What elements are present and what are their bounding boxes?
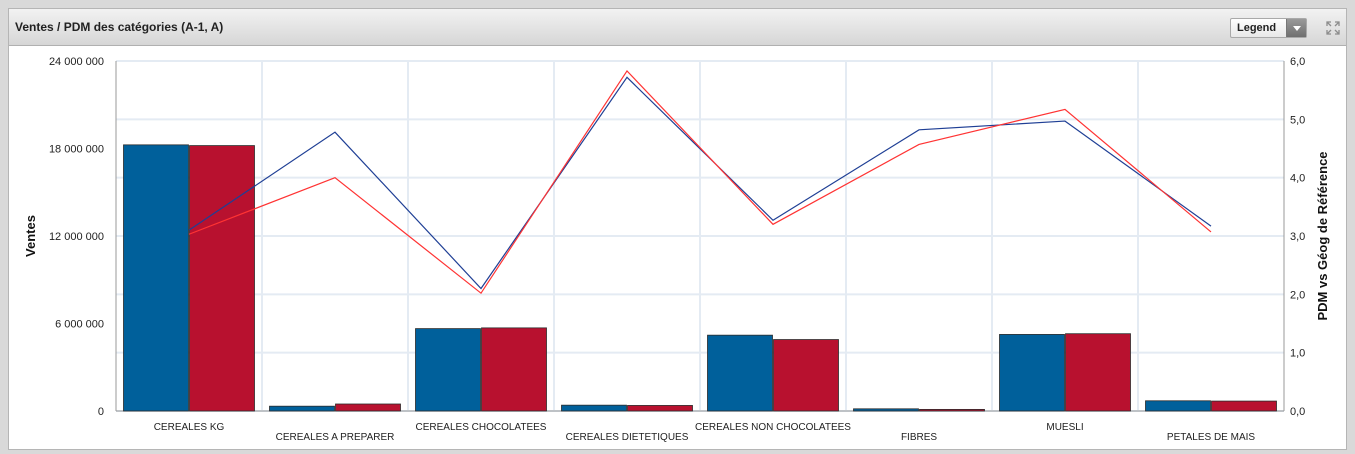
bar [481, 327, 547, 412]
bar [1211, 400, 1277, 412]
expand-icon[interactable] [1326, 21, 1340, 35]
bar [123, 144, 189, 412]
series-line [188, 76, 1212, 290]
bar [1145, 400, 1211, 412]
legend-dropdown-label: Legend [1237, 22, 1277, 34]
panel-title: Ventes / PDM des catégories (A-1, A) [15, 20, 224, 34]
y-tick-label: 0 [98, 406, 104, 418]
bar [269, 405, 335, 412]
bar [999, 334, 1065, 412]
chevron-down-icon[interactable] [1286, 19, 1306, 37]
x-tick-label: CEREALES KG [154, 422, 225, 433]
y-tick-label: 18 000 000 [49, 144, 104, 156]
bar [189, 145, 255, 412]
y-axis-title: Ventes [23, 215, 38, 257]
bar [627, 405, 693, 412]
bar [1065, 333, 1131, 412]
y-tick-label: 12 000 000 [49, 231, 104, 243]
x-tick-label: CEREALES CHOCOLATEES [416, 422, 547, 433]
y2-axis-title: PDM vs Géog de Référence [1315, 151, 1330, 320]
chart-panel: Ventes / PDM des catégories (A-1, A) Leg… [8, 8, 1347, 450]
y2-tick-label: 0,0 [1290, 406, 1305, 418]
bar [415, 328, 481, 412]
x-tick-label: PETALES DE MAIS [1167, 432, 1256, 443]
y2-tick-label: 1,0 [1290, 348, 1305, 360]
y-tick-label: 24 000 000 [49, 56, 104, 68]
x-tick-label: CEREALES NON CHOCOLATEES [695, 422, 851, 433]
x-tick-label: FIBRES [901, 432, 937, 443]
x-tick-label: CEREALES A PREPARER [276, 432, 395, 443]
legend-dropdown[interactable]: Legend [1230, 18, 1307, 38]
y2-tick-label: 3,0 [1290, 231, 1305, 243]
bar [773, 339, 839, 412]
y2-tick-label: 5,0 [1290, 114, 1305, 126]
bar [335, 403, 401, 412]
panel-header: Ventes / PDM des catégories (A-1, A) Leg… [9, 9, 1346, 46]
y2-tick-label: 6,0 [1290, 56, 1305, 68]
x-tick-label: CEREALES DIETETIQUES [566, 432, 689, 443]
y2-tick-label: 4,0 [1290, 173, 1305, 185]
y-tick-label: 6 000 000 [55, 319, 104, 331]
bar [561, 404, 627, 412]
bar [919, 408, 985, 412]
bar [707, 334, 773, 412]
y2-tick-label: 2,0 [1290, 289, 1305, 301]
bar [853, 408, 919, 412]
series-line [188, 69, 1212, 295]
chart-canvas: 0 6 000 000 12 000 000 18 000 000 24 000 000… [23, 56, 1330, 443]
x-tick-label: MUESLI [1046, 422, 1083, 433]
